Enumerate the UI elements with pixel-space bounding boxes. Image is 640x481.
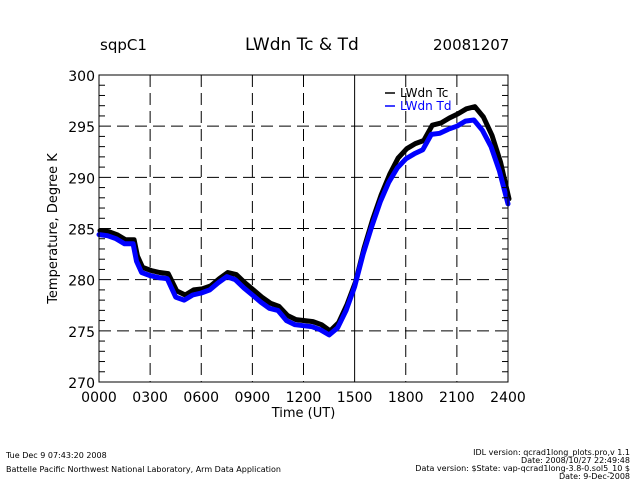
y-tick-label: 285	[68, 223, 95, 239]
series-line-lwdn-tc	[97, 104, 512, 334]
y-tick-label: 295	[68, 120, 95, 136]
x-tick-label: 1800	[388, 390, 424, 406]
y-tick-label: 290	[68, 171, 95, 187]
site-label: sqpC1	[100, 36, 147, 54]
series-line-lwdn-td	[96, 117, 511, 338]
idl-date: Date: 2008/10/27 22:49:48	[521, 456, 630, 465]
x-tick-label: 0300	[132, 390, 168, 406]
data-date: Date: 9-Dec-2008	[558, 472, 630, 481]
series-lines	[96, 104, 512, 338]
y-tick-labels: 270 275 280 285 290 295 300	[68, 69, 95, 392]
generation-timestamp: Tue Dec 9 07:43:20 2008	[6, 451, 107, 460]
grid-lines	[99, 75, 508, 382]
x-tick-label: 0000	[81, 390, 117, 406]
organization-label: Battelle Pacific Northwest National Labo…	[6, 465, 281, 474]
y-tick-label: 275	[68, 325, 95, 341]
data-version: Data version: $State: vap-qcrad1long-3.8…	[415, 464, 630, 473]
y-tick-label: 270	[68, 376, 95, 392]
x-tick-label: 2400	[490, 390, 526, 406]
x-tick-label: 1200	[286, 390, 322, 406]
chart-title: LWdn Tc & Td	[245, 35, 359, 55]
legend-label: LWdn Tc	[400, 86, 448, 100]
idl-version: IDL version: qcrad1long_plots.pro,v 1.1	[473, 448, 630, 457]
axis-ticks	[99, 84, 508, 373]
x-tick-label: 1500	[337, 390, 373, 406]
x-tick-labels: 0000 0300 0600 0900 1200 1500 1800 2100 2400	[81, 390, 526, 406]
legend-label: LWdn Td	[400, 99, 451, 113]
y-tick-label: 280	[68, 274, 95, 290]
x-tick-label: 0600	[183, 390, 219, 406]
x-axis-label: Time (UT)	[271, 406, 336, 421]
plot-frame	[98, 74, 509, 383]
x-tick-label: 0900	[235, 390, 271, 406]
y-axis-label: Temperature, Degree K	[46, 153, 61, 305]
date-label: 20081207	[433, 36, 510, 54]
y-tick-label: 300	[68, 69, 95, 85]
x-tick-label: 2100	[439, 390, 475, 406]
